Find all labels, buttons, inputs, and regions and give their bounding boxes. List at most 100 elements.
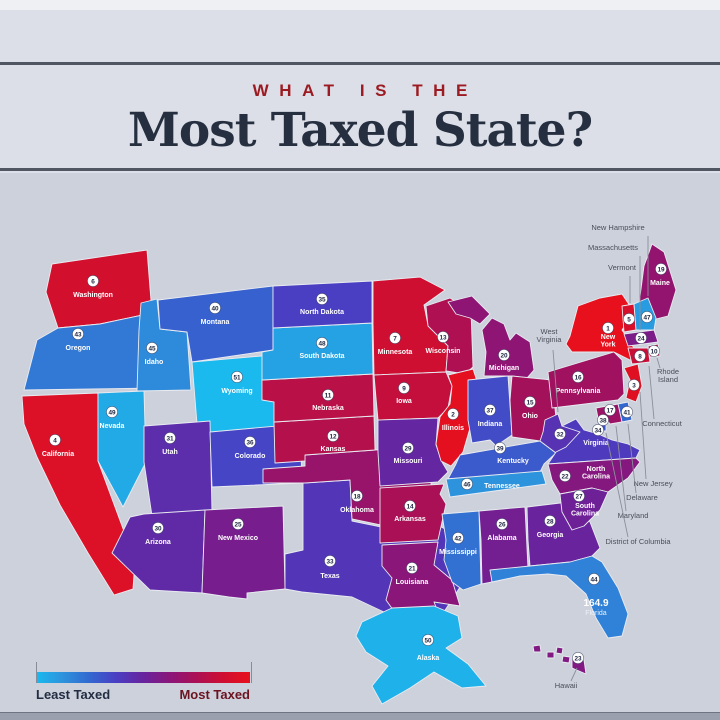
state-rank-badge [87,275,99,287]
state-name-label: Nevada [100,423,125,430]
state-name-label: New York [600,334,615,349]
state-name-label: Maine [650,280,670,287]
state-name-label: North Dakota [300,309,344,316]
state-rank-badge [351,490,363,502]
color-legend: Least Taxed Most Taxed [36,662,252,702]
state-rank-value: 11 [325,392,332,399]
state-mississippi [441,510,482,591]
florida-value: 164.9 [583,598,608,609]
state-name-label: Alaska [417,655,440,662]
state-rank-badge [389,332,401,344]
state-rank-badge [209,302,221,314]
state-name-label: Montana [201,319,230,326]
state-rank-badge [152,522,164,534]
state-rank-value: 42 [454,535,462,542]
state-rank-value: 21 [408,565,416,572]
callout-leader-line [656,357,661,369]
state-rank-badge [327,430,339,442]
state-annot-az: 30 Arizona [145,522,171,546]
state-name-label: Kentucky [497,458,529,465]
state-name-label: Arizona [145,539,171,546]
state-annot-wv: 32 [554,428,566,440]
state-rank-badge [244,436,256,448]
state-shape-id [136,298,192,392]
callout-leader-line [605,432,629,538]
state-name-label: Wyoming [221,388,252,395]
callout-label: Maryland [618,511,649,520]
state-rank-value: 45 [148,345,156,352]
state-shape-nm [201,505,286,600]
state-rank-value: 17 [606,407,614,414]
bottom-strip [0,712,720,720]
state-rank-value: 36 [246,439,254,446]
state-annot-mn: 7 Minnesota [378,332,412,356]
state-arkansas [379,483,447,544]
callout-leader-line [639,391,647,480]
state-annot-hi: 23 [572,652,584,664]
state-rank-value: 35 [318,296,326,303]
state-rank-value: 8 [638,353,642,360]
state-annot-md: 17 [604,404,616,416]
state-idaho [136,298,192,392]
state-rank-badge [322,389,334,401]
state-shape-hi [546,651,555,659]
state-annot-ky: 39 Kentucky [494,442,529,465]
state-rank-badge [72,328,84,340]
state-annot-de: 41 [621,406,633,418]
state-rank-badge [592,424,604,436]
state-annot-ia: 9 Iowa [396,382,412,405]
state-shape-ne [261,373,375,423]
state-rank-value: 50 [424,637,432,644]
state-rank-value: 25 [234,521,242,528]
state-annot-wi: 13 Wisconsin [426,331,460,355]
state-rank-badge [604,404,616,416]
state-shape-hi [555,646,564,655]
state-annot-sd: 48 South Dakota [299,337,345,360]
header: WHAT IS THE Most Taxed State? [0,67,720,168]
state-name-label: Oregon [66,345,91,352]
state-rank-value: 3 [632,382,636,389]
callout-maryland: Maryland [615,425,649,520]
state-rank-value: 19 [657,266,665,273]
state-name-label: Indiana [478,421,503,428]
state-name-label: New Mexico [218,535,258,542]
callout-massachusetts: Massachusetts [588,243,641,330]
state-rank-badge [572,652,584,664]
top-strip [0,0,720,10]
state-rank-badge [494,442,506,454]
state-rank-value: 23 [574,655,582,662]
state-rank-value: 1 [606,325,610,332]
header-band [0,10,720,62]
state-rank-badge [447,408,459,420]
state-rank-badge [628,379,640,391]
state-name-label: Oklahoma [340,507,374,514]
callout-label: Delaware [626,493,658,502]
state-rank-badge [324,555,336,567]
state-rank-value: 4 [53,437,57,444]
state-name-label: Washington [73,292,113,299]
state-rank-value: 47 [643,314,651,321]
state-rank-value: 13 [439,334,447,341]
state-annot-mt: 40 Montana [201,302,230,326]
callout-west-virginia: West Virginia [537,327,562,413]
callout-leader-line [615,425,627,512]
state-rank-value: 37 [486,407,494,414]
callout-new-hampshire: New Hampshire [591,223,649,296]
state-rank-value: 44 [590,576,598,583]
state-rank-value: 46 [463,481,471,488]
state-rank-value: 6 [91,278,95,285]
state-rank-badge [452,532,464,544]
state-name-label: Mississippi [439,549,477,556]
callout-label: Connecticut [642,419,683,428]
state-shape-ar [379,483,447,544]
state-annot-mo: 29 Missouri [394,442,422,465]
state-rank-value: 14 [406,503,414,510]
callout-new-jersey: New Jersey [633,391,673,488]
state-shape-ak [355,605,487,705]
state-shape-sd [261,322,374,381]
state-annot-nj: 3 [628,379,640,391]
legend-least-label: Least Taxed [36,687,111,702]
state-florida [489,555,629,639]
state-south-dakota [261,322,374,381]
state-rank-badge [398,382,410,394]
